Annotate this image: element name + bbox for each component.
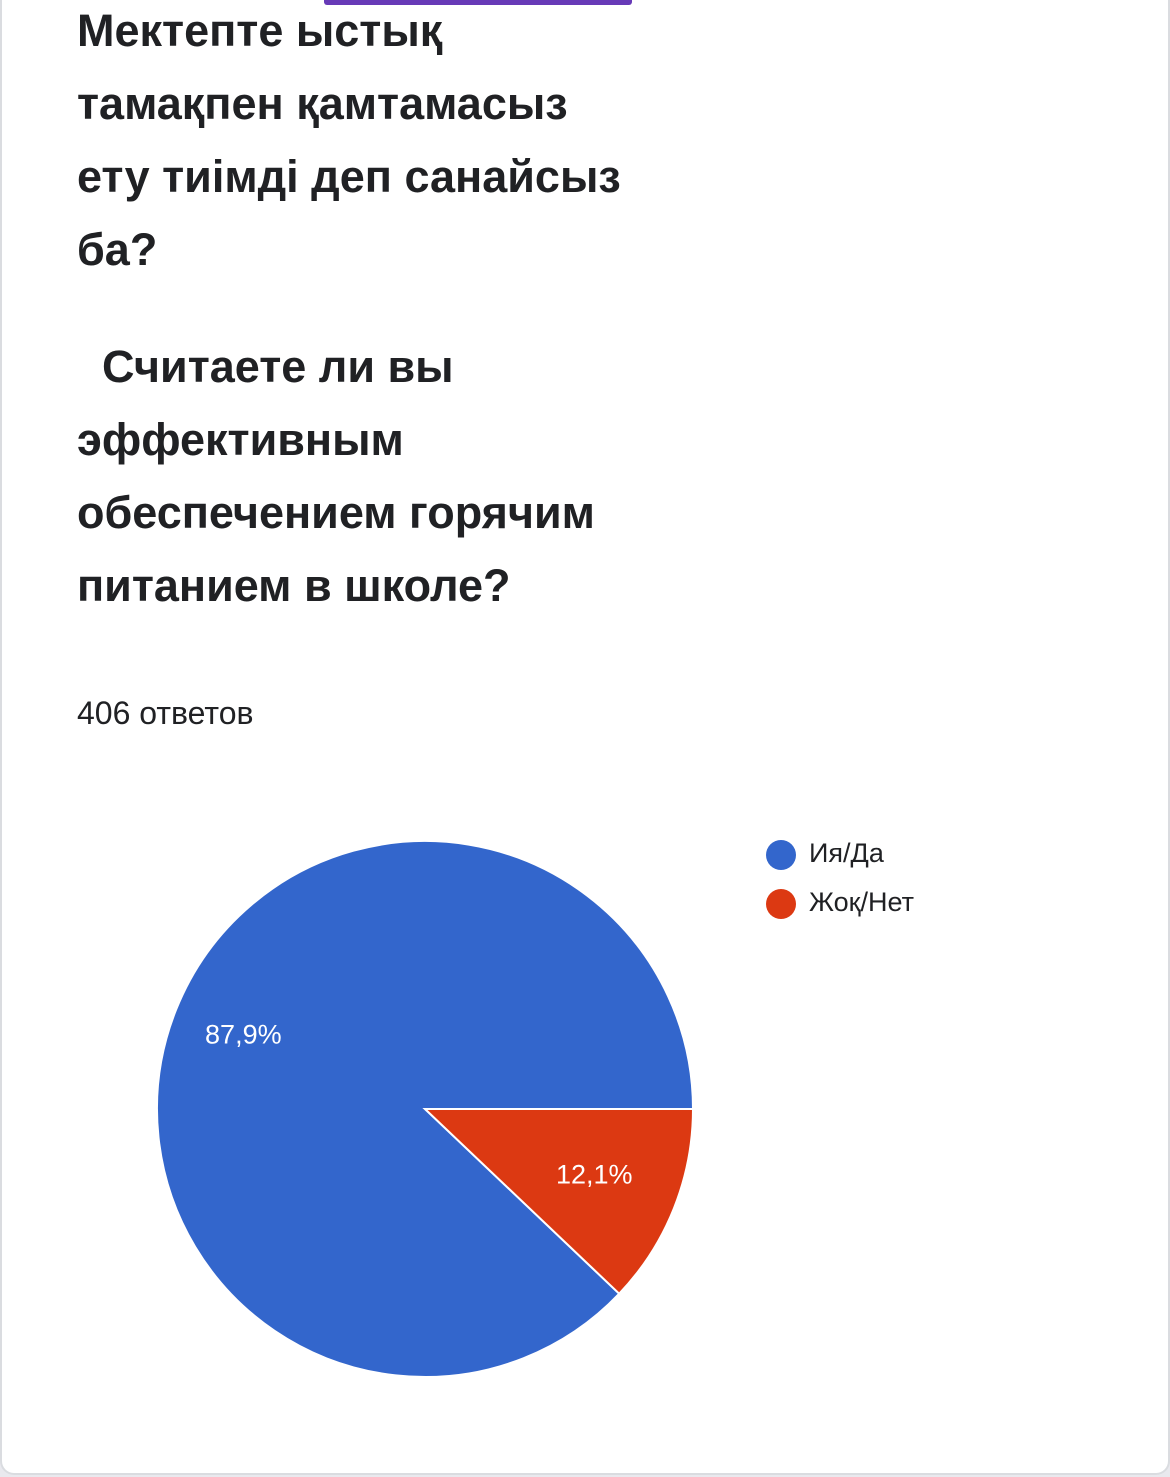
question-line: Мектепте ыстық [77, 5, 443, 56]
question-line: Считаете ли вы [77, 341, 454, 392]
legend-swatch [766, 840, 796, 870]
accent-bar [324, 0, 632, 5]
question-line: обеспечением горячим [77, 487, 595, 538]
pie-slice-no[interactable] [422, 1108, 695, 1296]
response-count: 406 ответов [77, 695, 254, 731]
question-title-kazakh: Мектепте ыстық тамақпен қамтамасыз ету т… [77, 0, 697, 286]
legend-label: Жоқ/Нет [809, 887, 914, 917]
legend-label: Ия/Да [809, 838, 885, 868]
legend-item[interactable]: Ия/Да [766, 838, 885, 870]
slice-label: 12,1% [556, 1160, 633, 1190]
pie-chart: 87,9% 12,1% Ия/Да Жоқ/Нет [156, 838, 914, 1378]
question-line: ба? [77, 224, 158, 275]
slice-label: 87,9% [205, 1020, 282, 1050]
question-line: эффективным [77, 414, 404, 465]
question-title-russian: Считаете ли вы эффективным обеспечением … [77, 330, 697, 622]
question-line: ету тиімді деп санайсыз [77, 151, 621, 202]
legend-swatch [766, 889, 796, 919]
legend-item[interactable]: Жоқ/Нет [766, 887, 914, 919]
question-line: тамақпен қамтамасыз [77, 78, 568, 129]
question-line: питанием в школе? [77, 560, 511, 611]
